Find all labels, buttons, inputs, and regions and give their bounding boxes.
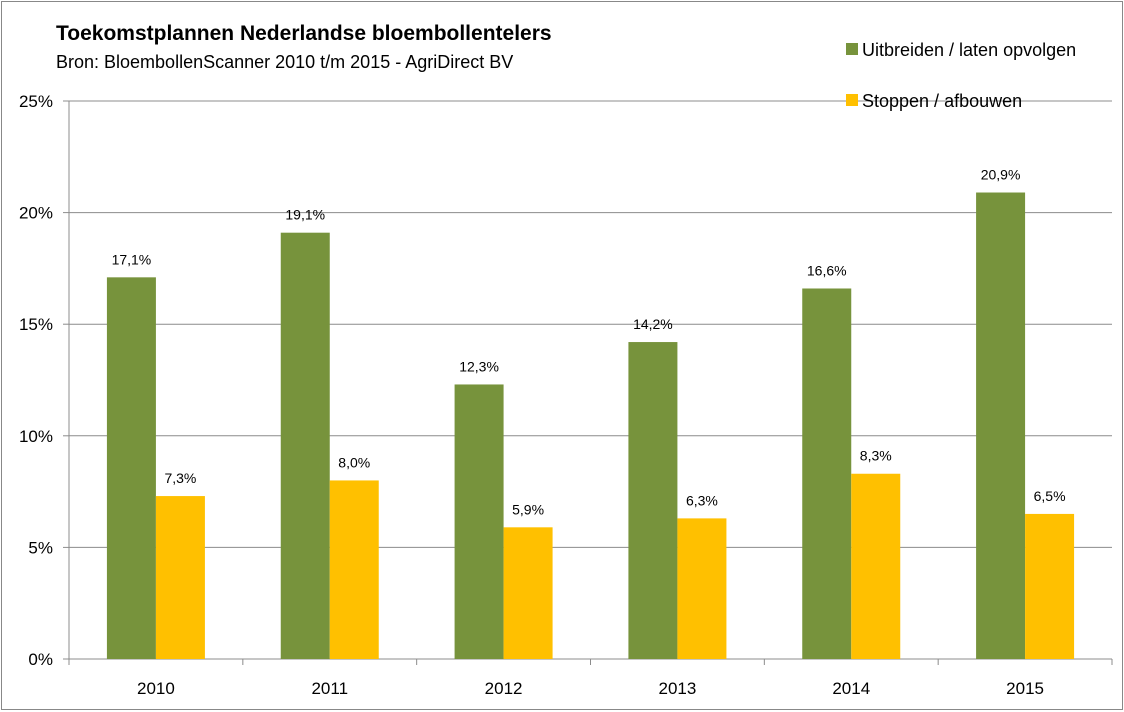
bar-uitbreiden-2011: [280, 232, 330, 660]
legend-label: Stoppen / afbouwen: [862, 91, 1022, 111]
bar-stoppen-2010: [155, 496, 205, 659]
data-label: 14,2%: [633, 316, 673, 332]
y-tick-label: 0%: [28, 650, 53, 669]
y-tick-label: 5%: [28, 538, 53, 557]
bar-stoppen-2013: [677, 518, 727, 659]
bar-uitbreiden-2010: [106, 277, 156, 659]
y-tick-label: 10%: [19, 427, 53, 446]
x-tick-label: 2011: [311, 679, 348, 698]
data-label: 6,5%: [1034, 488, 1066, 504]
x-tick-label: 2010: [137, 679, 175, 698]
bar-stoppen-2012: [503, 527, 553, 659]
bar-stoppen-2015: [1025, 513, 1075, 659]
legend-swatch: [846, 94, 858, 106]
x-tick-label: 2015: [1006, 679, 1044, 698]
y-tick-label: 20%: [19, 204, 53, 223]
legend-swatch: [846, 43, 858, 55]
legend-label: Uitbreiden / laten opvolgen: [862, 40, 1076, 60]
data-label: 7,3%: [164, 470, 196, 486]
x-tick-label: 2013: [659, 679, 697, 698]
bar-uitbreiden-2013: [628, 342, 678, 659]
x-tick-label: 2012: [485, 679, 523, 698]
data-label: 19,1%: [285, 207, 325, 223]
bar-stoppen-2011: [329, 480, 379, 659]
data-label: 17,1%: [112, 251, 152, 267]
chart-subtitle: Bron: BloembollenScanner 2010 t/m 2015 -…: [56, 52, 514, 72]
data-label: 16,6%: [807, 262, 847, 278]
x-tick-label: 2014: [832, 679, 870, 698]
data-label: 8,0%: [338, 454, 370, 470]
data-label: 20,9%: [981, 167, 1021, 183]
bar-uitbreiden-2012: [454, 384, 504, 659]
chart-title: Toekomstplannen Nederlandse bloembollent…: [56, 22, 552, 45]
data-label: 8,3%: [860, 448, 892, 464]
bar-stoppen-2014: [851, 473, 901, 659]
y-tick-label: 25%: [19, 92, 53, 111]
y-tick-label: 15%: [19, 315, 53, 334]
data-label: 6,3%: [686, 492, 718, 508]
bar-uitbreiden-2014: [802, 288, 852, 659]
bar-uitbreiden-2015: [976, 192, 1026, 659]
data-label: 5,9%: [512, 501, 544, 517]
data-label: 12,3%: [459, 358, 499, 374]
